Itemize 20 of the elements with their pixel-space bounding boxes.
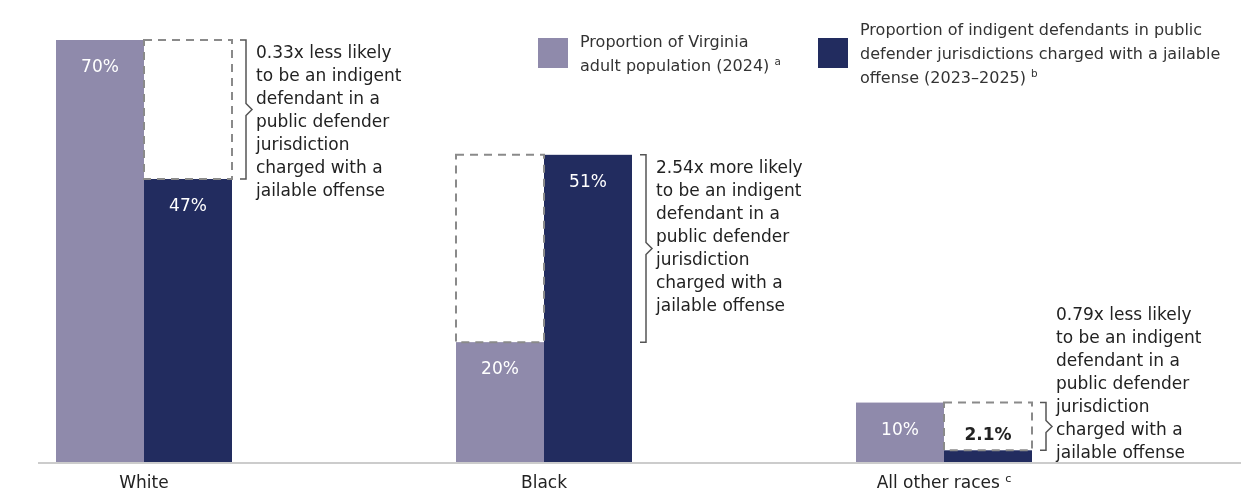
annotation: 2.54x more likely to be an indigent defendant in a public defender jurisdiction charged with a jailable offense bbox=[655, 156, 803, 315]
bar bbox=[944, 450, 1032, 463]
bar bbox=[856, 402, 944, 463]
data-label: 51% bbox=[569, 170, 607, 191]
data-label: 10% bbox=[881, 418, 919, 439]
data-label: 70% bbox=[81, 56, 119, 76]
x-tick-label: All other races $^{c}$ bbox=[876, 471, 1012, 492]
data-label: 47% bbox=[169, 194, 207, 215]
bar bbox=[544, 154, 632, 463]
legend-label: Proportion of indigent defendants in public defender jurisdictions charged with a jailable offense (2023–2025) $^{b}$ bbox=[860, 20, 1221, 87]
x-tick-label: White bbox=[119, 472, 169, 492]
annotation: 0.33x less likely to be an indigent defendant in a public defender jurisdiction charged with a jailable offense bbox=[255, 42, 402, 200]
annotation: 0.79x less likely to be an indigent defendant in a public defender jurisdiction charged with a jailable offense bbox=[1055, 304, 1202, 462]
data-label: 20% bbox=[481, 358, 519, 379]
bar bbox=[56, 40, 144, 463]
bar bbox=[144, 178, 232, 463]
x-tick-label: Black bbox=[521, 472, 568, 492]
data-label: 2.1% bbox=[964, 424, 1012, 445]
bar bbox=[456, 342, 544, 463]
legend-label: Proportion of Virginia adult population (2024) $^{a}$ bbox=[580, 32, 781, 75]
